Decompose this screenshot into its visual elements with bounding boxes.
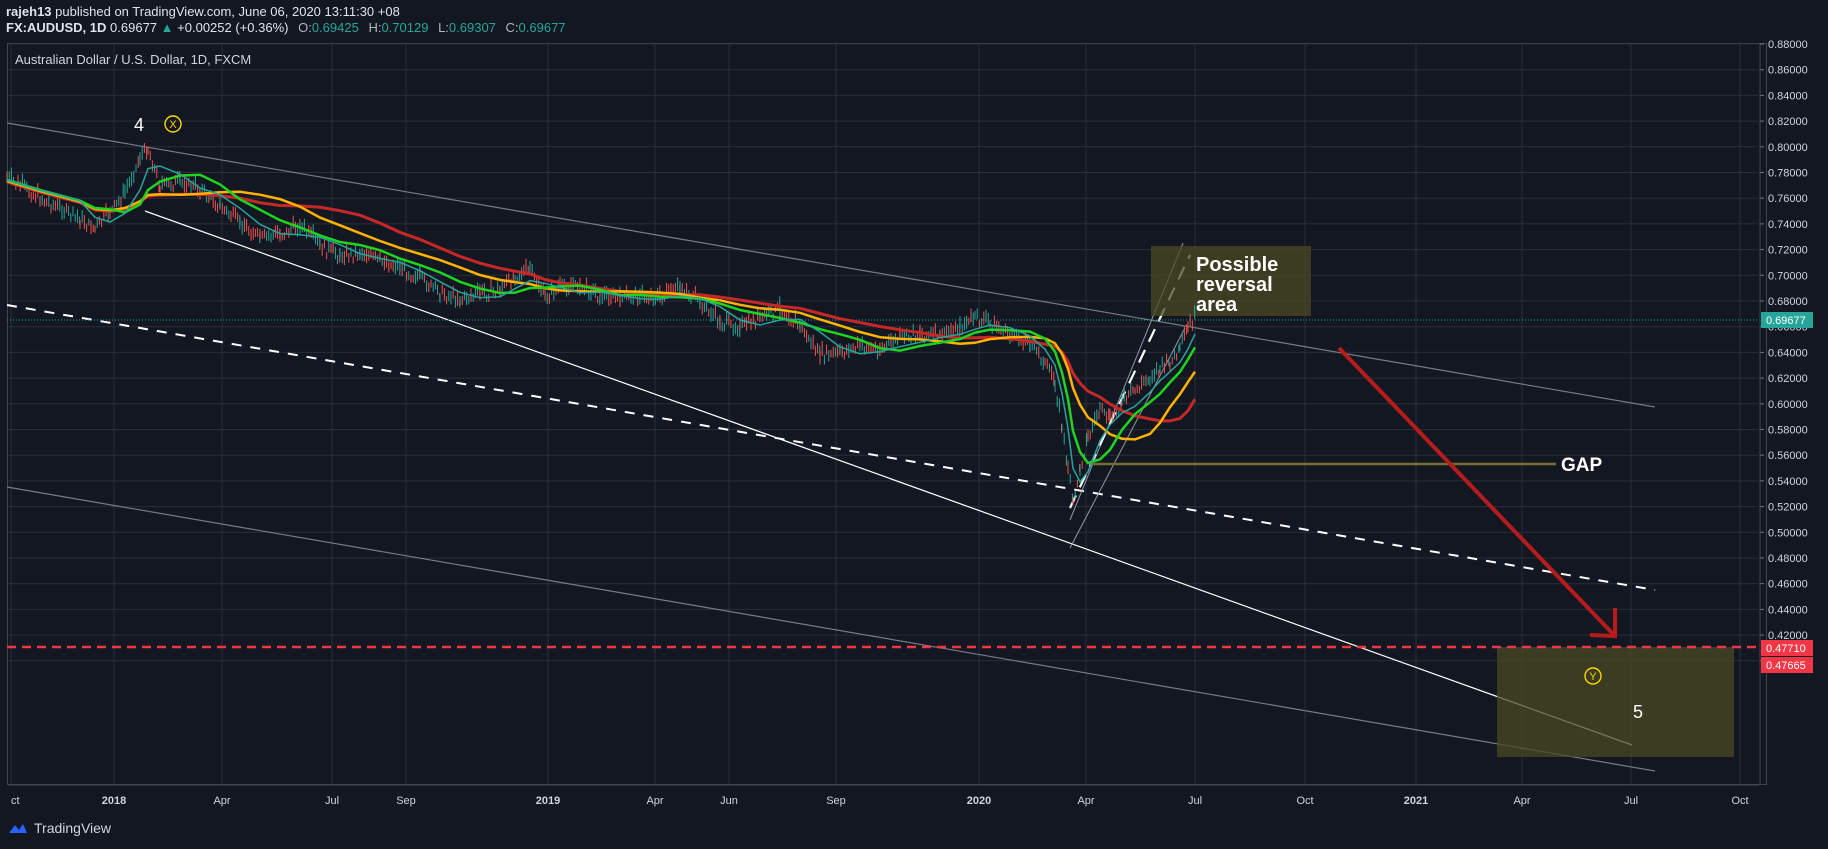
price-change: +0.00252 (+0.36%)	[177, 20, 289, 35]
price-tag-label: 0.47665	[1766, 660, 1806, 672]
tradingview-logo-icon	[9, 824, 27, 833]
wave-5-label[interactable]: 5	[1633, 702, 1643, 722]
price-tick-label: 0.42000	[1768, 630, 1808, 642]
price-tick-label: 0.48000	[1768, 553, 1808, 565]
price-tags: 0.69677 0.47710 0.47665	[1761, 312, 1813, 673]
trendline-white[interactable]	[144, 210, 1633, 746]
price-tick-label: 0.88000	[1768, 39, 1808, 51]
open-value: 0.69425	[311, 20, 359, 35]
time-tick-label: ct	[11, 795, 20, 807]
price-tag-bg	[1761, 312, 1813, 328]
publish-info: rajeh13 published on TradingView.com, Ju…	[6, 4, 400, 19]
price-tick-label: 0.70000	[1768, 270, 1808, 282]
price-tick-label: 0.62000	[1768, 373, 1808, 385]
price-tick-label: 0.80000	[1768, 142, 1808, 154]
ema-teal-line[interactable]	[6, 165, 1196, 484]
price-tick-label: 0.52000	[1768, 502, 1808, 514]
y-marker[interactable]: Y	[1584, 667, 1602, 685]
up-arrow-icon: ▲	[160, 20, 174, 35]
price-tick-label: 0.46000	[1768, 579, 1808, 591]
time-tick-label: Sep	[826, 795, 846, 807]
y-marker-text: Y	[1589, 671, 1597, 683]
price-axis[interactable]: 0.88000 0.86000 0.84000 0.82000 0.80000 0.780…	[1759, 39, 1808, 785]
wave-4-label[interactable]: 4	[134, 115, 144, 135]
close-label: C:	[505, 20, 519, 35]
price-tick-label: 0.76000	[1768, 193, 1808, 205]
grid	[8, 43, 1758, 785]
time-tick-label: Sep	[396, 795, 416, 807]
target-area-box[interactable]	[1497, 647, 1734, 757]
reversal-text-line1[interactable]: Possible	[1196, 254, 1278, 276]
price-tick-label: 0.54000	[1768, 476, 1808, 488]
ema-green-line[interactable]	[6, 173, 1197, 465]
time-tick-label: 2018	[102, 795, 126, 807]
symbol-label[interactable]: FX:AUDUSD, 1D	[6, 20, 107, 35]
price-tick-label: 0.74000	[1768, 219, 1808, 231]
price-tag-bg	[1761, 640, 1813, 656]
high-value: 0.70129	[381, 20, 429, 35]
publish-date: published on TradingView.com, June 06, 2…	[55, 4, 400, 19]
time-tick-label: 2021	[1404, 795, 1428, 807]
price-tick-label: 0.60000	[1768, 399, 1808, 411]
price-tag-label: 0.47710	[1766, 643, 1806, 655]
price-tick-label: 0.78000	[1768, 168, 1808, 180]
price-tick-label: 0.82000	[1768, 116, 1808, 128]
time-tick-label: 2019	[536, 795, 560, 807]
time-tick-label: Oct	[1296, 795, 1313, 807]
price-tag-label: 0.69677	[1766, 315, 1806, 327]
price-tick-label: 0.68000	[1768, 296, 1808, 308]
channel-midline-dashed[interactable]	[6, 304, 1656, 591]
price-tick-label: 0.44000	[1768, 604, 1808, 616]
time-tick-label: Oct	[1731, 795, 1748, 807]
price-tick-label: 0.72000	[1768, 245, 1808, 257]
x-marker-text: X	[169, 119, 177, 131]
gap-label[interactable]: GAP	[1561, 455, 1603, 476]
time-tick-label: Apr	[646, 795, 663, 807]
close-value: 0.69677	[518, 20, 566, 35]
price-tag-bg	[1761, 657, 1813, 673]
time-axis[interactable]: ct 2018 Apr Jul Sep 2019 Apr Jun Sep 2020 Apr Jul Oc…	[8, 784, 1758, 807]
channel-lower-line[interactable]	[6, 486, 1656, 772]
down-arrow[interactable]	[1337, 346, 1617, 639]
footer-brand[interactable]: TradingView	[8, 820, 111, 836]
low-value: 0.69307	[448, 20, 496, 35]
low-label: L:	[438, 20, 449, 35]
candles	[6, 143, 1196, 505]
time-tick-label: Jul	[1188, 795, 1202, 807]
x-marker[interactable]: X	[164, 115, 182, 133]
last-price: 0.69677	[110, 20, 158, 35]
price-tick-label: 0.64000	[1768, 347, 1808, 359]
open-label: O:	[298, 20, 312, 35]
time-tick-label: Apr	[1513, 795, 1530, 807]
price-tick-label: 0.84000	[1768, 90, 1808, 102]
reversal-text-line2[interactable]: reversal	[1196, 274, 1273, 296]
time-tick-label: Jul	[325, 795, 339, 807]
time-tick-label: Apr	[213, 795, 230, 807]
reversal-text-line3[interactable]: area	[1196, 294, 1238, 316]
time-tick-label: Jun	[720, 795, 738, 807]
reversal-area-box[interactable]	[1151, 246, 1311, 316]
price-tick-label: 0.56000	[1768, 450, 1808, 462]
time-tick-label: Jul	[1624, 795, 1638, 807]
time-tick-label: Apr	[1077, 795, 1094, 807]
moving-averages	[6, 165, 1197, 484]
author-name[interactable]: rajeh13	[6, 4, 52, 19]
chart-title: Australian Dollar / U.S. Dollar, 1D, FXC…	[15, 52, 251, 67]
ema-yellow-line[interactable]	[6, 179, 1197, 441]
channel-upper-line[interactable]	[6, 122, 1656, 408]
symbol-ohlc-bar: FX:AUDUSD, 1D 0.69677 ▲ +0.00252 (+0.36%…	[6, 20, 566, 35]
price-tick-label: 0.58000	[1768, 425, 1808, 437]
footer-brand-label: TradingView	[34, 820, 112, 836]
price-tick-label: 0.86000	[1768, 65, 1808, 77]
time-tick-label: 2020	[967, 795, 991, 807]
high-label: H:	[368, 20, 382, 35]
price-tick-label: 0.50000	[1768, 527, 1808, 539]
